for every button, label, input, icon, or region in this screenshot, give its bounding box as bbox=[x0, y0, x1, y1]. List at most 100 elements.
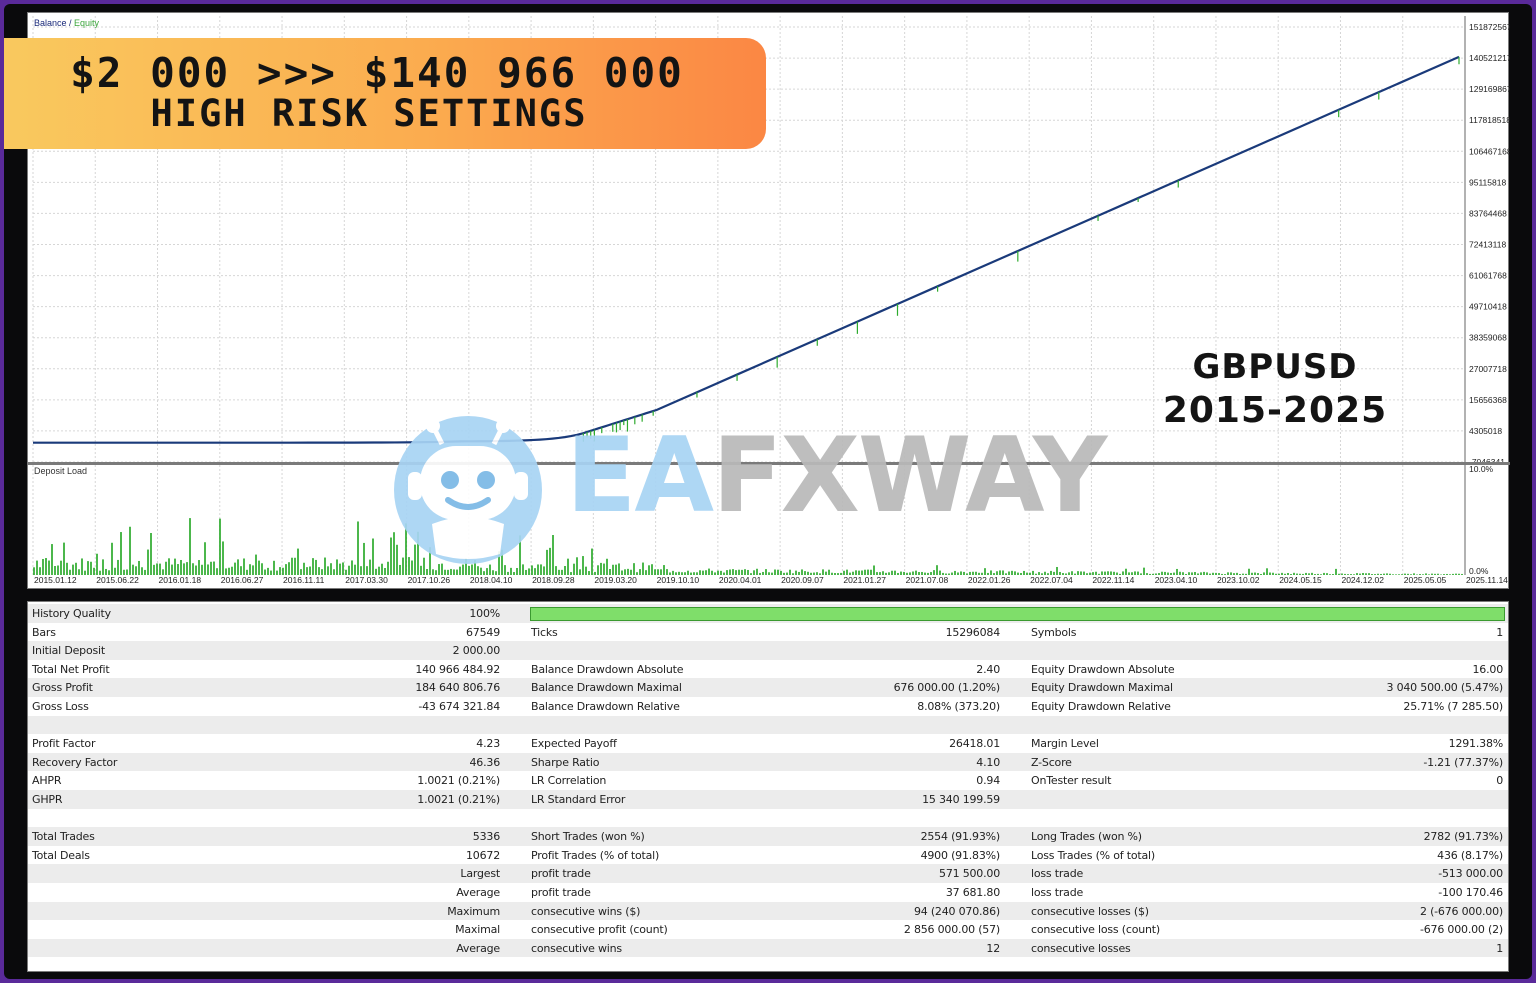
y-axis-tick-label: 49710418 bbox=[1469, 302, 1507, 312]
row-value: 436 (8.17%) bbox=[1437, 848, 1503, 862]
history-quality-bar bbox=[530, 607, 1505, 621]
row-label: History Quality bbox=[32, 607, 111, 620]
x-axis-tick-label: 2020.09.07 bbox=[781, 575, 824, 585]
x-axis-tick-label: 2025.05.05 bbox=[1404, 575, 1447, 585]
row-label: Gross Profit bbox=[32, 681, 93, 695]
watermark-text-fxway: FXWAY bbox=[712, 416, 1107, 536]
robot-mascot-icon bbox=[394, 416, 542, 564]
y-axis-tick-label: 61061768 bbox=[1469, 271, 1507, 281]
row-value: 4900 (91.83%) bbox=[920, 848, 1001, 862]
row-value: 15296084 bbox=[945, 625, 1001, 639]
table-row: Average profit trade 37 681.80 loss trade -1… bbox=[28, 883, 1508, 902]
y-axis-tick-label: 151872567 bbox=[1469, 22, 1510, 32]
row-label: profit trade bbox=[531, 886, 591, 899]
row-value: -100 170.46 bbox=[1438, 886, 1503, 899]
row-value: Largest bbox=[460, 867, 500, 881]
table-row: Average consecutive wins 12 consecutive los… bbox=[28, 938, 1508, 958]
x-axis-tick-label: 2022.11.14 bbox=[1092, 575, 1134, 585]
deposit-load-top-label: 10.0% bbox=[1469, 464, 1494, 474]
chart-legend: Balance / Equity bbox=[34, 18, 99, 28]
row-label: Balance Drawdown Maximal bbox=[531, 681, 682, 695]
table-row: GHPR 1.0021 (0.21%) LR Standard Error 15 34… bbox=[28, 790, 1508, 809]
y-axis-tick-label: 140521217 bbox=[1469, 53, 1510, 63]
row-label: Profit Factor bbox=[32, 737, 96, 751]
x-axis-tick-label: 2022.07.04 bbox=[1030, 575, 1073, 585]
x-axis-tick-label: 2023.04.10 bbox=[1155, 575, 1198, 585]
period-label: 2015-2025 bbox=[1162, 390, 1388, 431]
table-row: Maximum consecutive wins ($) 94 (240 070.8… bbox=[28, 901, 1508, 921]
x-axis-tick-label: 2021.07.08 bbox=[906, 575, 949, 585]
y-axis-tick-label: 4305018 bbox=[1469, 426, 1502, 436]
table-row: Total Deals 10672 Profit Trades (% of tota… bbox=[28, 846, 1508, 865]
row-label: Symbols bbox=[1031, 625, 1077, 639]
row-value: 94 (240 070.86) bbox=[913, 904, 1000, 918]
x-axis-tick-label: 2020.04.01 bbox=[719, 575, 762, 585]
row-value: Average bbox=[456, 886, 500, 899]
row-label: Sharpe Ratio bbox=[531, 755, 600, 769]
pane-divider bbox=[28, 462, 1510, 465]
row-label: Equity Drawdown Relative bbox=[1031, 700, 1171, 713]
row-label: profit trade bbox=[531, 867, 591, 881]
table-row: AHPR 1.0021 (0.21%) LR Correlation 0.94 OnTe… bbox=[28, 771, 1508, 790]
row-label: Recovery Factor bbox=[32, 755, 118, 769]
row-label: Total Trades bbox=[32, 830, 95, 844]
deposit-load-label: Deposit Load bbox=[34, 466, 88, 476]
y-axis-tick-label: 83764468 bbox=[1469, 208, 1507, 218]
row-value: -43 674 321.84 bbox=[418, 700, 500, 713]
row-label: Total Deals bbox=[32, 848, 90, 862]
row-label: consecutive losses ($) bbox=[1031, 904, 1149, 918]
y-axis-tick-label: 72413118 bbox=[1469, 240, 1506, 250]
watermark: EAFXWAY bbox=[390, 414, 1150, 564]
row-value: 2 (-676 000.00) bbox=[1419, 904, 1503, 918]
row-label: consecutive wins ($) bbox=[531, 904, 641, 918]
row-value: 5336 bbox=[472, 830, 500, 844]
row-value: 0 bbox=[1496, 774, 1503, 788]
legend-equity: Equity bbox=[74, 18, 100, 28]
y-axis-tick-label: 106467168 bbox=[1469, 146, 1510, 156]
row-label: Initial Deposit bbox=[32, 644, 105, 658]
table-row bbox=[28, 715, 1508, 735]
y-axis-tick-label: 117818518 bbox=[1469, 115, 1510, 125]
row-value: -1.21 (77.37%) bbox=[1423, 755, 1503, 769]
row-label: Loss Trades (% of total) bbox=[1031, 848, 1155, 862]
row-value: 4.10 bbox=[976, 755, 1000, 769]
row-value: 100% bbox=[469, 607, 500, 620]
row-label: Total Net Profit bbox=[32, 662, 110, 676]
watermark-text-ea: EA bbox=[566, 416, 714, 536]
row-label: loss trade bbox=[1031, 867, 1084, 881]
row-label: GHPR bbox=[32, 793, 63, 806]
row-value: 2782 (91.73%) bbox=[1423, 830, 1504, 844]
x-axis-tick-label: 2018.04.10 bbox=[470, 575, 513, 585]
x-axis-tick-label: 2016.01.18 bbox=[159, 575, 202, 585]
row-value: 1291.38% bbox=[1448, 737, 1504, 751]
row-value: 67549 bbox=[466, 625, 500, 639]
x-axis-tick-label: 2016.06.27 bbox=[221, 575, 264, 585]
table-row: Gross Loss -43 674 321.84 Balance Drawdown… bbox=[28, 697, 1508, 716]
y-axis-tick-label: 15656368 bbox=[1469, 395, 1507, 405]
row-label: loss trade bbox=[1031, 886, 1084, 899]
x-axis-tick-label: 2023.10.02 bbox=[1217, 575, 1260, 585]
row-value: -676 000.00 (2) bbox=[1419, 923, 1503, 937]
x-axis-tick-label: 2015.06.22 bbox=[96, 575, 139, 585]
chart-canvas: 151872567 140521217 129169867 117818518 1064… bbox=[28, 16, 1510, 585]
row-value: 2.40 bbox=[976, 662, 1000, 676]
table-row: Gross Profit 184 640 806.76 Balance Drawdo… bbox=[28, 678, 1508, 697]
row-label: consecutive losses bbox=[1031, 941, 1131, 955]
row-value: 184 640 806.76 bbox=[415, 681, 500, 695]
row-value: 16.00 bbox=[1472, 662, 1504, 676]
row-label: consecutive wins bbox=[531, 941, 622, 955]
row-label: Gross Loss bbox=[32, 700, 89, 713]
row-value: Maximal bbox=[455, 923, 500, 937]
row-label: consecutive loss (count) bbox=[1031, 923, 1160, 937]
x-axis-tick-label: 2022.01.26 bbox=[968, 575, 1011, 585]
x-axis-tick-label: 2024.12.02 bbox=[1341, 575, 1384, 585]
banner-headline: $2 000 >>> $140 966 000 bbox=[70, 49, 684, 97]
row-label: Short Trades (won %) bbox=[531, 830, 645, 844]
row-label: Balance Drawdown Relative bbox=[531, 700, 680, 713]
row-value: 8.08% (373.20) bbox=[917, 700, 1000, 713]
table-row: Largest profit trade 571 500.00 loss trade -… bbox=[28, 864, 1508, 883]
watermark-text: EAFXWAY bbox=[566, 416, 1107, 536]
row-value: 1.0021 (0.21%) bbox=[417, 774, 500, 788]
row-label: Balance Drawdown Absolute bbox=[531, 662, 684, 676]
x-axis-tick-label: 2017.10.26 bbox=[408, 575, 451, 585]
